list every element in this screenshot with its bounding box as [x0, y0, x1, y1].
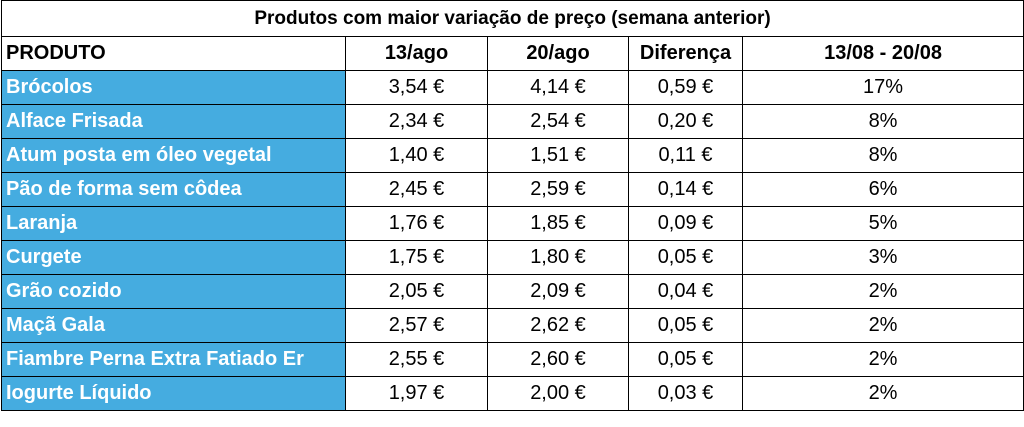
value-cell: 0,05 € — [628, 240, 743, 275]
value-cell: 2,05 € — [345, 274, 488, 309]
value-cell: 0,09 € — [628, 206, 743, 241]
table-row: Alface Frisada 2,34 €2,54 €0,20 €8% — [1, 104, 1024, 139]
value-cell: 1,51 € — [487, 138, 629, 173]
table-title: Produtos com maior variação de preço (se… — [0, 0, 1024, 37]
value-cell: 2,09 € — [487, 274, 629, 309]
table-row: Atum posta em óleo vegetal 1,40 €1,51 €0,… — [1, 138, 1024, 173]
product-cell: Atum posta em óleo vegetal — [1, 138, 346, 173]
product-cell: Curgete — [1, 240, 346, 275]
value-cell: 2% — [741, 342, 1024, 377]
product-cell: Laranja — [1, 206, 346, 241]
header-cell: 13/ago — [345, 36, 488, 71]
value-cell: 5% — [741, 206, 1024, 241]
table-row: Brócolos 3,54 €4,14 €0,59 €17% — [1, 70, 1024, 105]
value-cell: 17% — [741, 70, 1024, 105]
value-cell: 1,80 € — [487, 240, 629, 275]
value-cell: 1,76 € — [345, 206, 488, 241]
header-cell: 20/ago — [487, 36, 629, 71]
value-cell: 1,75 € — [345, 240, 488, 275]
value-cell: 2,57 € — [345, 308, 488, 343]
product-cell: Grão cozido — [1, 274, 346, 309]
value-cell: 8% — [741, 138, 1024, 173]
header-cell: PRODUTO — [1, 36, 346, 71]
value-cell: 2,54 € — [487, 104, 629, 139]
value-cell: 3,54 € — [345, 70, 488, 105]
value-cell: 2% — [741, 376, 1024, 411]
table-row: Curgete 1,75 €1,80 €0,05 €3% — [1, 240, 1024, 275]
value-cell: 1,85 € — [487, 206, 629, 241]
header-row: PRODUTO 13/ago 20/ago Diferença 13/08 - 20/0… — [1, 36, 1024, 71]
value-cell: 4,14 € — [487, 70, 629, 105]
header-cell: Diferença — [628, 36, 743, 71]
product-cell: Iogurte Líquido — [1, 376, 346, 411]
value-cell: 0,20 € — [628, 104, 743, 139]
value-cell: 2,55 € — [345, 342, 488, 377]
value-cell: 0,03 € — [628, 376, 743, 411]
header-cell: 13/08 - 20/08 — [741, 36, 1024, 71]
value-cell: 2% — [741, 274, 1024, 309]
product-cell: Brócolos — [1, 70, 346, 105]
value-cell: 2,60 € — [487, 342, 629, 377]
value-cell: 0,05 € — [628, 342, 743, 377]
value-cell: 2,34 € — [345, 104, 488, 139]
value-cell: 2,00 € — [487, 376, 629, 411]
table-row: Pão de forma sem côdea 2,45 €2,59 €0,14 €… — [1, 172, 1024, 207]
value-cell: 3% — [741, 240, 1024, 275]
value-cell: 0,59 € — [628, 70, 743, 105]
table-row: Laranja 1,76 €1,85 €0,09 €5% — [1, 206, 1024, 241]
product-cell: Pão de forma sem côdea — [1, 172, 346, 207]
value-cell: 0,04 € — [628, 274, 743, 309]
value-cell: 0,11 € — [628, 138, 743, 173]
value-cell: 2,59 € — [487, 172, 629, 207]
value-cell: 2,45 € — [345, 172, 488, 207]
value-cell: 0,14 € — [628, 172, 743, 207]
value-cell: 1,40 € — [345, 138, 488, 173]
product-cell: Fiambre Perna Extra Fatiado Er — [1, 342, 346, 377]
table-row: Maçã Gala 2,57 €2,62 €0,05 €2% — [1, 308, 1024, 343]
price-table: Produtos com maior variação de preço (se… — [0, 0, 1024, 411]
value-cell: 0,05 € — [628, 308, 743, 343]
table-row: Grão cozido 2,05 €2,09 €0,04 €2% — [1, 274, 1024, 309]
product-cell: Maçã Gala — [1, 308, 346, 343]
value-cell: 6% — [741, 172, 1024, 207]
value-cell: 1,97 € — [345, 376, 488, 411]
value-cell: 8% — [741, 104, 1024, 139]
table-row: Iogurte Líquido 1,97 €2,00 €0,03 €2% — [1, 376, 1024, 411]
value-cell: 2% — [741, 308, 1024, 343]
value-cell: 2,62 € — [487, 308, 629, 343]
table-row: Fiambre Perna Extra Fatiado Er 2,55 €2,60… — [1, 342, 1024, 377]
product-cell: Alface Frisada — [1, 104, 346, 139]
